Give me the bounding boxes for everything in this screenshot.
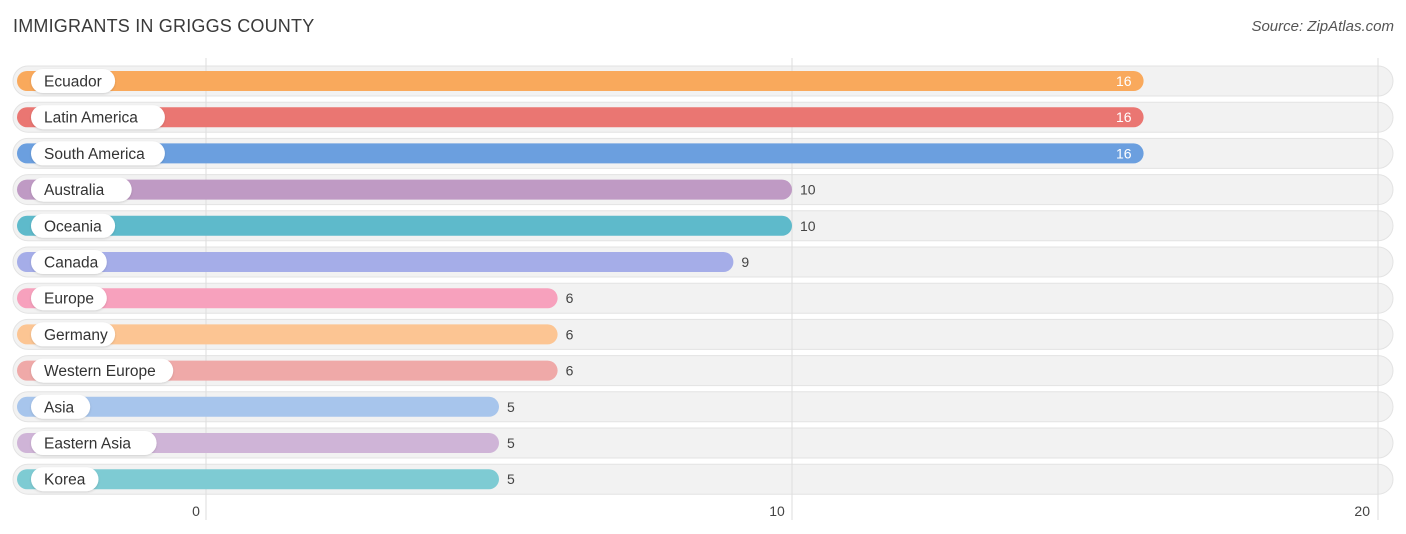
value-label: 9: [741, 254, 749, 270]
bar[interactable]: [17, 143, 1144, 164]
bar-latin-america[interactable]: Latin America 16: [17, 105, 1144, 130]
bar[interactable]: [17, 288, 558, 309]
category-label: Korea: [44, 472, 86, 489]
bar[interactable]: [17, 324, 558, 345]
value-label: 5: [507, 471, 515, 487]
category-label-pill: [31, 358, 174, 383]
bar[interactable]: [17, 71, 1144, 91]
value-label: 16: [1116, 109, 1132, 125]
x-tick-label: 10: [769, 503, 785, 519]
value-label: 16: [1116, 145, 1132, 161]
bar-germany[interactable]: Germany 6: [17, 322, 574, 347]
category-label: Eastern Asia: [44, 436, 131, 453]
category-label-pill: [31, 105, 165, 130]
value-label: 5: [507, 399, 515, 415]
category-label: Latin America: [44, 110, 138, 127]
category-label: Asia: [44, 399, 75, 416]
category-label-pill: [31, 69, 116, 93]
value-label: 5: [507, 435, 515, 451]
bar-oceania[interactable]: Oceania 10: [17, 213, 816, 238]
category-label-pill: [31, 213, 116, 238]
value-label: 16: [1116, 73, 1132, 89]
category-label: South America: [44, 146, 145, 163]
bar[interactable]: [17, 252, 734, 272]
category-label: Germany: [44, 327, 108, 344]
category-label: Oceania: [44, 218, 102, 235]
bar-eastern-asia[interactable]: Eastern Asia 5: [17, 431, 515, 455]
x-tick-label: 0: [192, 503, 200, 519]
category-label-pill: [31, 286, 107, 311]
bar-ecuador[interactable]: Ecuador 16: [17, 69, 1144, 93]
bar-australia[interactable]: Australia 10: [17, 177, 816, 202]
bar[interactable]: [17, 215, 792, 236]
category-label: Australia: [44, 182, 105, 199]
x-tick-label: 20: [1354, 503, 1370, 519]
category-label: Canada: [44, 255, 99, 272]
bar-canada[interactable]: Canada 9: [17, 250, 749, 274]
category-label: Ecuador: [44, 74, 102, 91]
chart-title: IMMIGRANTS IN GRIGGS COUNTY: [13, 16, 315, 36]
category-label: Europe: [44, 291, 94, 308]
category-label-pill: [31, 431, 157, 455]
category-label-pill: [31, 177, 132, 202]
category-label-pill: [31, 141, 165, 166]
bar-asia[interactable]: Asia 5: [17, 394, 515, 419]
bar-korea[interactable]: Korea 5: [17, 467, 515, 492]
bar-south-america[interactable]: South America 16: [17, 141, 1144, 166]
category-label-pill: [31, 467, 99, 492]
value-label: 10: [800, 218, 816, 234]
bar[interactable]: [17, 469, 499, 490]
category-label-pill: [31, 250, 107, 274]
category-label: Western Europe: [44, 363, 156, 380]
value-label: 6: [566, 363, 574, 379]
category-label-pill: [31, 322, 116, 347]
value-label: 10: [800, 182, 816, 198]
chart-source: Source: ZipAtlas.com: [1251, 18, 1394, 35]
category-label-pill: [31, 394, 91, 419]
bar-europe[interactable]: Europe 6: [17, 286, 574, 311]
bar[interactable]: [17, 179, 792, 200]
value-label: 6: [566, 290, 574, 306]
bar[interactable]: [17, 396, 499, 417]
value-label: 6: [566, 326, 574, 342]
bar-western-europe[interactable]: Western Europe 6: [17, 358, 574, 383]
bar[interactable]: [17, 107, 1144, 128]
